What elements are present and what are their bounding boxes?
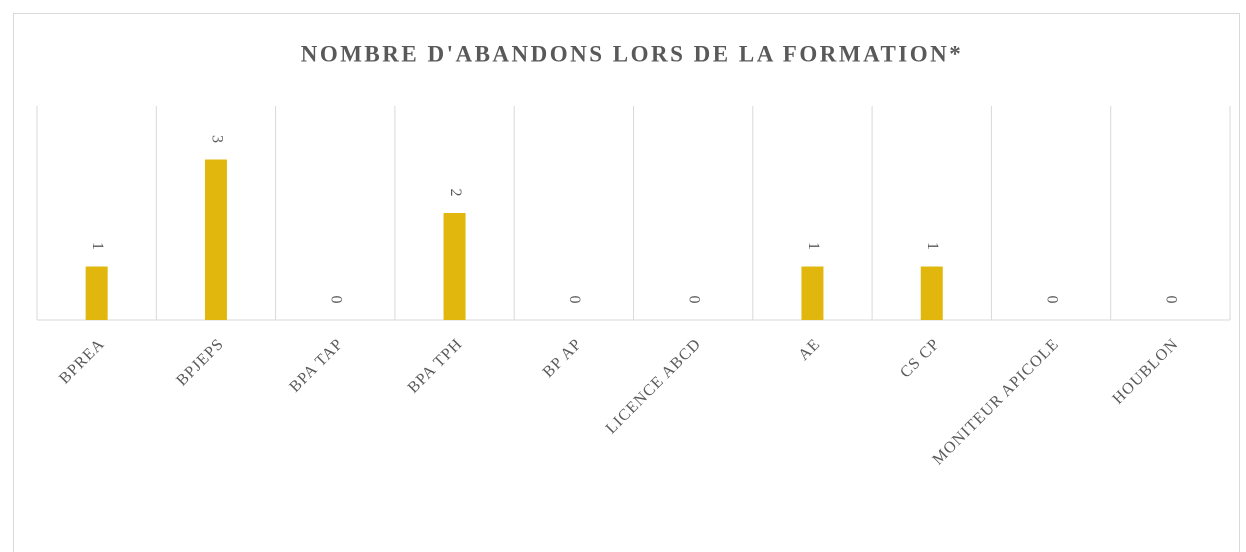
data-label: 0 — [685, 296, 702, 305]
bar — [920, 266, 943, 320]
data-label: 1 — [89, 242, 106, 251]
bar — [85, 266, 108, 320]
data-label: 0 — [566, 296, 583, 305]
data-label: 1 — [805, 242, 822, 251]
data-label: 3 — [208, 135, 225, 144]
bar — [204, 159, 227, 320]
data-label: 1 — [924, 242, 941, 251]
chart-frame — [13, 13, 1240, 552]
data-label: 0 — [328, 296, 345, 305]
data-label: 0 — [1163, 296, 1180, 305]
bar — [801, 266, 824, 320]
data-label: 2 — [447, 189, 464, 198]
chart-title: NOMBRE D'ABANDONS LORS DE LA FORMATION* — [301, 41, 964, 66]
bar — [443, 213, 466, 320]
data-label: 0 — [1043, 296, 1060, 305]
